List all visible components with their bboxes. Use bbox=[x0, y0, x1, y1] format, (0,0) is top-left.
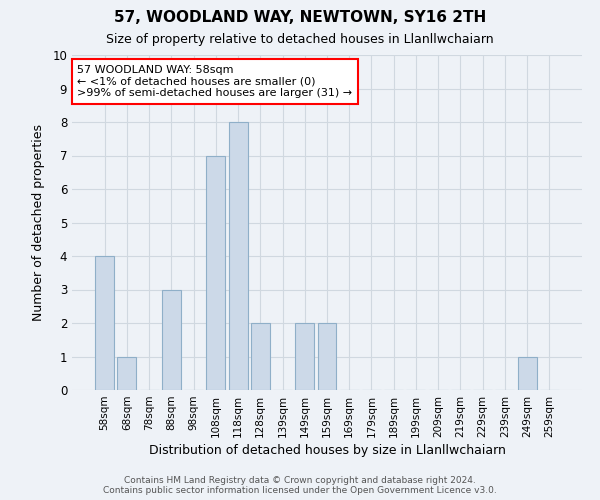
Text: 57, WOODLAND WAY, NEWTOWN, SY16 2TH: 57, WOODLAND WAY, NEWTOWN, SY16 2TH bbox=[114, 10, 486, 25]
Bar bbox=[251, 323, 270, 390]
Y-axis label: Number of detached properties: Number of detached properties bbox=[32, 124, 46, 321]
Bar bbox=[95, 256, 114, 390]
Text: 57 WOODLAND WAY: 58sqm
← <1% of detached houses are smaller (0)
>99% of semi-det: 57 WOODLAND WAY: 58sqm ← <1% of detached… bbox=[77, 65, 352, 98]
Bar bbox=[317, 323, 337, 390]
Text: Size of property relative to detached houses in Llanllwchaiarn: Size of property relative to detached ho… bbox=[106, 32, 494, 46]
Bar bbox=[118, 356, 136, 390]
X-axis label: Distribution of detached houses by size in Llanllwchaiarn: Distribution of detached houses by size … bbox=[149, 444, 505, 457]
Text: Contains HM Land Registry data © Crown copyright and database right 2024.
Contai: Contains HM Land Registry data © Crown c… bbox=[103, 476, 497, 495]
Bar bbox=[206, 156, 225, 390]
Bar bbox=[162, 290, 181, 390]
Bar bbox=[229, 122, 248, 390]
Bar bbox=[295, 323, 314, 390]
Bar bbox=[518, 356, 536, 390]
